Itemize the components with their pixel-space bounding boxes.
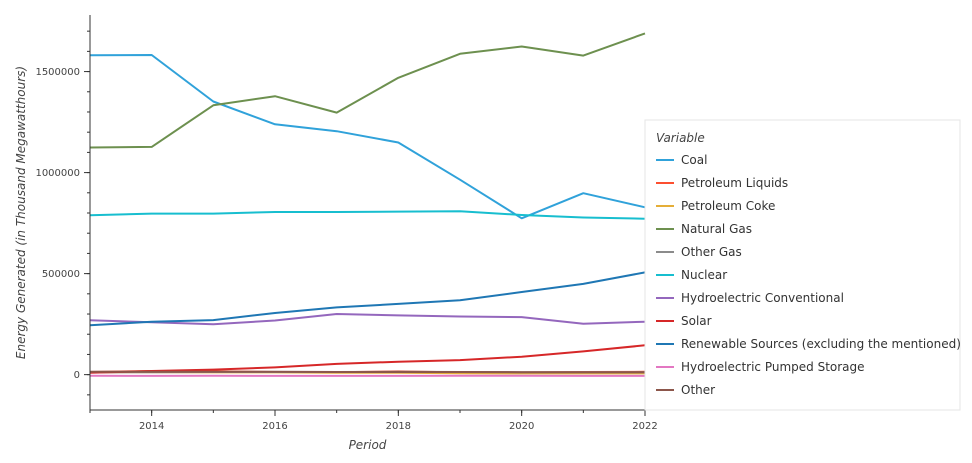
x-tick-label: 2022 <box>632 421 657 432</box>
legend-item-hydroelectric-pumped-storage[interactable]: Hydroelectric Pumped Storage <box>656 360 865 374</box>
legend-item-solar[interactable]: Solar <box>656 314 712 328</box>
legend-label: Hydroelectric Pumped Storage <box>681 360 865 374</box>
series-line-hydroelectric-conventional <box>89 313 646 326</box>
y-axis-title: Energy Generated (in Thousand Megawattho… <box>14 66 28 359</box>
legend-label: Solar <box>681 314 712 328</box>
legend-label: Petroleum Liquids <box>681 176 788 190</box>
y-tick-label: 1000000 <box>35 168 80 179</box>
legend-label: Coal <box>681 153 707 167</box>
legend-label: Petroleum Coke <box>681 199 775 213</box>
legend-label: Nuclear <box>681 268 727 282</box>
legend-item-nuclear[interactable]: Nuclear <box>656 268 727 282</box>
x-tick-label: 2018 <box>386 421 411 432</box>
legend-item-petroleum-coke[interactable]: Petroleum Coke <box>656 199 775 213</box>
legend-item-other-gas[interactable]: Other Gas <box>656 245 742 259</box>
legend-item-coal[interactable]: Coal <box>656 153 707 167</box>
legend-label: Other Gas <box>681 245 742 259</box>
x-axis: 2014 2016 2018 2020 2022 <box>89 409 658 432</box>
legend-item-petroleum-liquids[interactable]: Petroleum Liquids <box>656 176 788 190</box>
legend[interactable]: Variable Coal Petroleum Liquids Petroleum C… <box>644 119 961 411</box>
y-tick-label: 1500000 <box>35 67 80 78</box>
y-tick-label: 500000 <box>42 269 80 280</box>
series-line-nuclear <box>89 210 646 220</box>
legend-item-natural-gas[interactable]: Natural Gas <box>656 222 752 236</box>
y-tick-label: 0 <box>74 370 80 381</box>
y-axis: 0 500000 1000000 1500000 <box>35 15 91 410</box>
legend-box <box>644 119 961 411</box>
series-line-solar <box>89 344 646 374</box>
x-tick-label: 2020 <box>509 421 534 432</box>
legend-item-renewable-sources-excluding-the-mentioned[interactable]: Renewable Sources (excluding the mention… <box>656 337 961 351</box>
legend-title: Variable <box>656 131 705 145</box>
legend-item-other[interactable]: Other <box>656 383 715 397</box>
legend-label: Renewable Sources (excluding the mention… <box>681 337 961 351</box>
x-tick-label: 2014 <box>139 421 164 432</box>
legend-label: Hydroelectric Conventional <box>681 291 844 305</box>
series-lines <box>89 32 646 377</box>
series-line-renewable-sources-excluding-the-mentioned <box>89 271 646 327</box>
legend-item-hydroelectric-conventional[interactable]: Hydroelectric Conventional <box>656 291 844 305</box>
legend-label: Natural Gas <box>681 222 752 236</box>
x-tick-label: 2016 <box>262 421 287 432</box>
legend-label: Other <box>681 383 715 397</box>
series-line-coal <box>89 54 646 220</box>
x-axis-title: Period <box>349 438 387 452</box>
series-line-natural-gas <box>89 32 646 149</box>
